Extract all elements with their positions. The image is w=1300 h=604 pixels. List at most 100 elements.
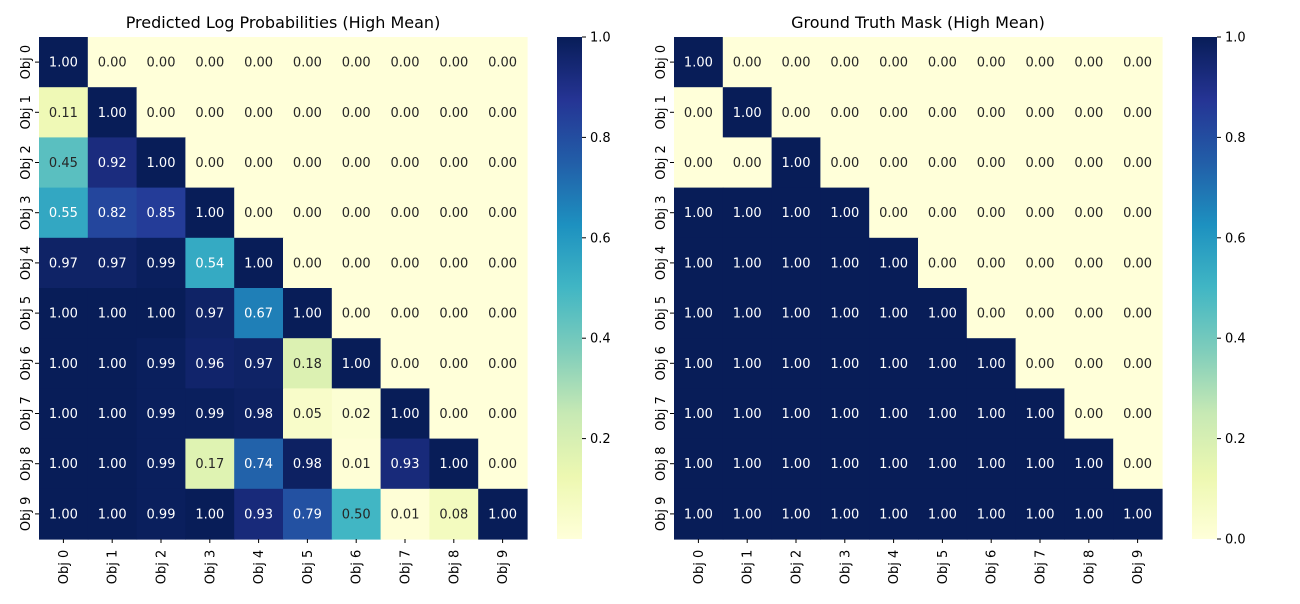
cell-value-label: 0.00: [342, 307, 371, 322]
cell-value-label: 1.00: [830, 457, 859, 472]
heatmap-cell: [966, 137, 1017, 189]
x-tick-label: Obj 2: [155, 550, 170, 585]
heatmap-cell: [87, 37, 138, 88]
heatmap-cell: [234, 237, 284, 289]
heatmap-cell: [966, 388, 1017, 440]
cell-value-label: 0.00: [391, 156, 420, 171]
cell-value-label: 0.00: [1074, 357, 1103, 372]
colorbar: [557, 37, 582, 539]
cell-value-label: 1.00: [782, 307, 811, 322]
heatmap-cell: [136, 187, 186, 239]
y-tick-label: Obj 1: [654, 95, 669, 130]
heatmap-cell: [869, 37, 919, 88]
heatmap-cell: [1113, 288, 1163, 339]
cell-value-label: 1.00: [733, 407, 762, 422]
heatmap-cell: [185, 288, 235, 339]
cell-value-label: 0.01: [342, 457, 371, 472]
cell-value-label: 0.00: [1026, 206, 1055, 221]
heatmap-cell: [136, 488, 186, 540]
cell-value-label: 1.00: [830, 256, 859, 271]
heatmap-cell: [1113, 488, 1163, 540]
heatmap-cell: [771, 237, 821, 289]
heatmap-cell: [185, 187, 235, 239]
cell-value-label: 0.00: [879, 156, 908, 171]
heatmap-cell: [1064, 388, 1114, 440]
cell-value-label: 1.00: [879, 507, 908, 522]
cell-value-label: 0.99: [147, 407, 176, 422]
heatmap-cell: [283, 438, 333, 490]
cell-value-label: 1.00: [879, 407, 908, 422]
heatmap-cell: [234, 288, 284, 339]
cell-value-label: 0.00: [977, 206, 1006, 221]
cell-value-label: 0.00: [488, 307, 517, 322]
y-tick-label: Obj 4: [19, 246, 34, 281]
cell-value-label: 0.00: [391, 106, 420, 121]
cell-value-label: 0.00: [439, 256, 468, 271]
heatmap-cell: [918, 87, 968, 138]
cell-value-label: 0.00: [1074, 56, 1103, 71]
heatmap-cell: [1113, 87, 1163, 138]
heatmap-cell: [869, 87, 919, 138]
heatmap-cell: [39, 488, 89, 540]
colorbar-tick-label: 0.4: [590, 332, 611, 347]
heatmap-cell: [331, 488, 382, 540]
cell-value-label: 0.45: [49, 156, 78, 171]
heatmap-cell: [87, 288, 138, 339]
heatmap-cell: [722, 187, 773, 239]
heatmap-cell: [331, 438, 382, 490]
heatmap-cell: [1113, 438, 1163, 490]
cell-value-label: 1.00: [977, 407, 1006, 422]
cell-value-label: 1.00: [879, 307, 908, 322]
x-tick-label: Obj 9: [496, 550, 511, 585]
cell-value-label: 0.00: [244, 156, 273, 171]
heatmap-cell: [722, 438, 773, 490]
cell-value-label: 1.00: [782, 507, 811, 522]
cell-value-label: 1.00: [488, 507, 517, 522]
heatmap-cell: [869, 438, 919, 490]
heatmap-cell: [771, 488, 821, 540]
cell-value-label: 0.00: [439, 206, 468, 221]
heatmap-cell: [1064, 37, 1114, 88]
cell-value-label: 0.00: [879, 106, 908, 121]
heatmap-cell: [966, 87, 1017, 138]
heatmap-cell: [674, 488, 724, 540]
heatmap-cell: [283, 288, 333, 339]
heatmap-cell: [185, 237, 235, 289]
x-tick-label: Obj 0: [692, 550, 707, 585]
cell-value-label: 1.00: [879, 357, 908, 372]
heatmap-cell: [234, 37, 284, 88]
heatmap-cell: [771, 338, 821, 389]
heatmap-cell: [39, 438, 89, 490]
heatmap-cell: [722, 488, 773, 540]
cell-value-label: 0.01: [391, 507, 420, 522]
cell-value-label: 0.67: [244, 307, 273, 322]
heatmap-cell: [478, 388, 528, 440]
x-tick-label: Obj 5: [936, 550, 951, 585]
heatmap-cell: [87, 488, 138, 540]
y-tick-label: Obj 9: [19, 497, 34, 532]
cell-value-label: 1.00: [977, 507, 1006, 522]
heatmap-cell: [918, 237, 968, 289]
x-tick-label: Obj 4: [887, 550, 902, 585]
colorbar-tick-label: 0.8: [1225, 131, 1246, 146]
heatmap-cell: [429, 187, 479, 239]
cell-value-label: 1.00: [830, 307, 859, 322]
heatmap-cell: [234, 388, 284, 440]
heatmap-cell: [283, 388, 333, 440]
cell-value-label: 1.00: [733, 457, 762, 472]
cell-value-label: 0.54: [195, 256, 224, 271]
x-tick-label: Obj 1: [106, 550, 121, 585]
heatmap-cell: [39, 187, 89, 239]
cell-value-label: 0.00: [977, 56, 1006, 71]
cell-value-label: 1.00: [928, 407, 957, 422]
cell-value-label: 0.00: [1074, 206, 1103, 221]
cell-value-label: 0.00: [439, 156, 468, 171]
cell-value-label: 0.00: [782, 56, 811, 71]
cell-value-label: 0.00: [244, 56, 273, 71]
heatmap-cell: [380, 338, 430, 389]
heatmap-cell: [918, 388, 968, 440]
cell-value-label: 0.00: [830, 106, 859, 121]
heatmap-cell: [869, 288, 919, 339]
